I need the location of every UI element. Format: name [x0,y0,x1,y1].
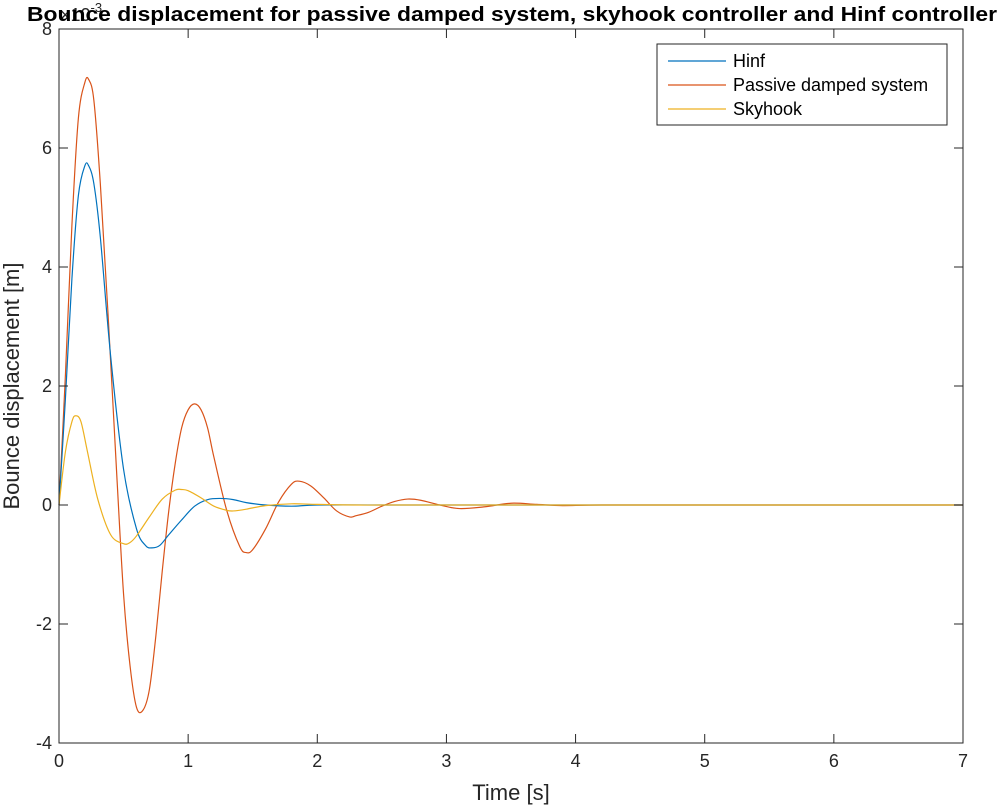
x-tick-label: 4 [571,751,581,771]
y-tick-label: -2 [36,614,52,634]
x-tick-layer: 0 1 2 3 4 5 6 7 [54,29,968,771]
y-tick-label: -4 [36,733,52,753]
plot-area [59,29,963,743]
y-axis-label: Bounce displacement [m] [0,262,24,509]
series-layer [58,76,963,714]
y-tick-label: 6 [42,138,52,158]
chart-title: Bounce displacement for passive damped s… [27,4,997,26]
legend: Hinf Passive damped system Skyhook [656,43,948,126]
y-tick-layer: -4 -2 0 2 4 6 8 [36,19,963,753]
x-tick-label: 3 [441,751,451,771]
legend-items: Hinf Passive damped system Skyhook [668,51,928,119]
series-line-skyhook [58,415,963,545]
x-tick-label: 5 [700,751,710,771]
y-exponent-label: ×10-3 [60,0,102,25]
y-tick-label: 8 [42,19,52,39]
x-axis-label: Time [s] [472,780,549,805]
y-tick-label: 4 [42,257,52,277]
x-tick-label: 1 [183,751,193,771]
x-tick-label: 6 [829,751,839,771]
legend-label: Skyhook [733,99,803,119]
legend-label: Passive damped system [733,75,928,95]
y-tick-label: 2 [42,376,52,396]
legend-label: Hinf [733,51,766,71]
x-tick-label: 2 [312,751,322,771]
y-tick-label: 0 [42,495,52,515]
x-tick-label: 7 [958,751,968,771]
x-tick-label: 0 [54,751,64,771]
